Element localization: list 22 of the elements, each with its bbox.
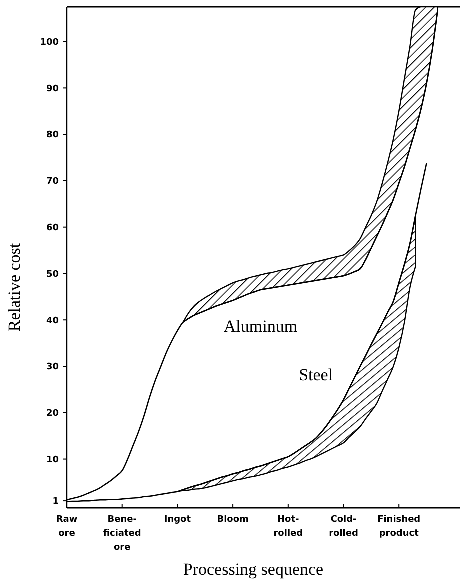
- x-tick-label: Bloom: [217, 515, 249, 525]
- series-label: Steel: [299, 365, 334, 384]
- series-label: Aluminum: [224, 316, 298, 336]
- y-tick-label: 70: [46, 177, 59, 188]
- x-tick-label: Bene- ficiated ore: [103, 515, 142, 553]
- x-tick-label: Cold- rolled: [329, 515, 358, 539]
- y-tick-label: 20: [46, 409, 59, 420]
- x-tick-label: Ingot: [164, 515, 192, 525]
- y-tick-label: 80: [46, 130, 59, 141]
- y-tick-label: 90: [46, 84, 59, 94]
- x-tick-label: Raw ore: [56, 515, 78, 539]
- y-tick-label: 40: [46, 316, 59, 326]
- x-tick-label: Finished product: [378, 515, 421, 539]
- y-axis-title: Relative cost: [5, 243, 24, 332]
- y-tick-label: 1: [52, 497, 59, 508]
- y-tick-label: 100: [40, 38, 59, 48]
- y-tick-label: 60: [46, 223, 59, 234]
- y-tick-label: 50: [46, 270, 59, 280]
- x-axis-title: Processing sequence: [183, 560, 324, 579]
- x-tick-label: Hot- rolled: [274, 515, 304, 539]
- y-tick-label: 10: [46, 455, 59, 466]
- y-tick-label: 30: [46, 362, 59, 373]
